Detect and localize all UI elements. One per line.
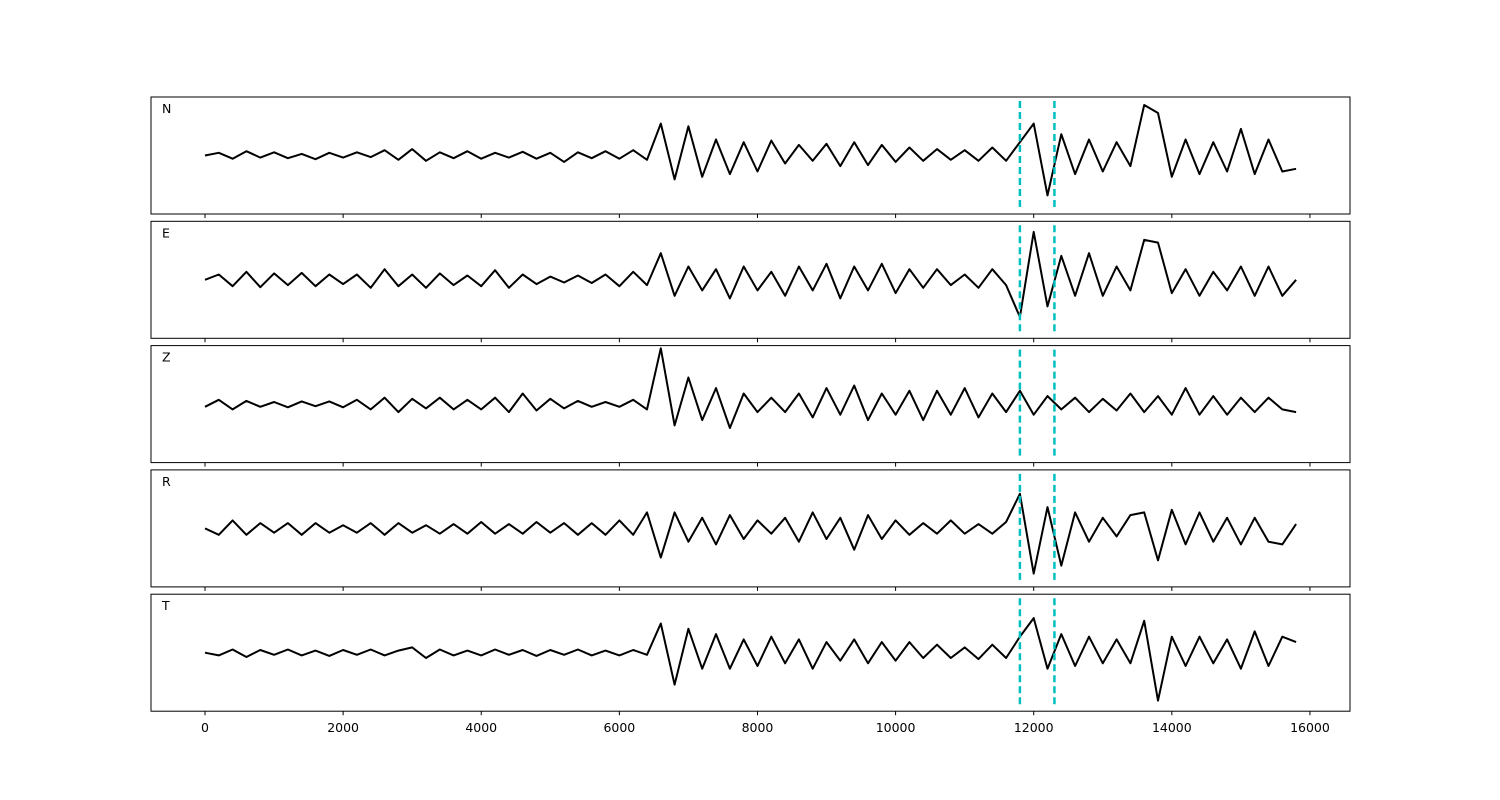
x-tick-label: 4000 [465,720,497,735]
axes-frame [150,96,1351,215]
x-tick-label: 8000 [742,720,774,735]
axes-frame [150,220,1351,339]
x-tick-label: 0 [201,720,209,735]
waveform [204,230,1297,318]
waveform [204,492,1297,575]
x-tick-label: 10000 [876,720,916,735]
axes-frame [150,345,1351,464]
panel-label: N [162,101,171,116]
waveform [204,104,1297,197]
axes-frame [150,593,1351,712]
waveform [204,617,1297,702]
x-tick-label: 2000 [327,720,359,735]
axes-frame [150,469,1351,588]
panel-label: E [162,225,170,240]
x-tick-label: 14000 [1152,720,1192,735]
x-tick-label: 6000 [603,720,635,735]
x-tick-label: 16000 [1290,720,1330,735]
x-tick-label: 12000 [1014,720,1054,735]
panel-label: Z [162,350,171,365]
waveform [204,347,1297,429]
panel-label: R [162,474,171,489]
panel-label: T [161,598,170,613]
